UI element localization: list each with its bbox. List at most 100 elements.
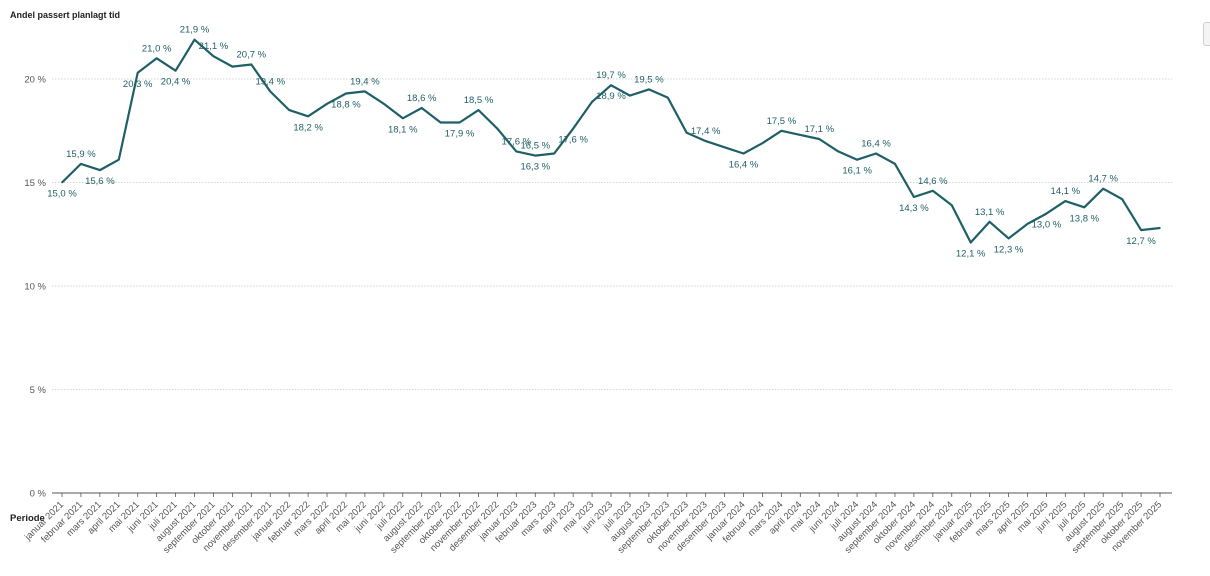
data-point (610, 84, 612, 87)
data-labels: 15,0 % 15,9 % 15,6 % 20,3 % 21,0 % 20,4 % 21,9… (47, 25, 1156, 260)
data-label: 12,1 % (956, 249, 986, 260)
data-point (780, 129, 783, 132)
data-label: 19,4 % (255, 76, 285, 87)
data-point (80, 163, 82, 165)
data-label: 19,7 % (596, 70, 626, 81)
data-label: 16,4 % (729, 160, 759, 171)
data-point (515, 150, 518, 153)
data-point (364, 90, 366, 93)
data-point (307, 115, 309, 118)
data-point (1045, 212, 1048, 215)
data-label: 18,5 % (464, 95, 494, 106)
data-label: 17,4 % (691, 126, 721, 137)
data-point (648, 88, 650, 91)
data-label: 18,8 % (331, 99, 361, 110)
data-point (685, 132, 688, 134)
data-label: 19,4 % (350, 76, 380, 87)
data-label: 16,4 % (861, 139, 891, 150)
gridlines (52, 78, 1172, 390)
data-label: 13,8 % (1069, 213, 1099, 224)
data-point (875, 152, 877, 155)
y-tick-label: 5 % (30, 385, 47, 396)
data-point (1026, 223, 1029, 225)
y-tick-label: 15 % (24, 178, 46, 189)
data-point (458, 121, 461, 124)
data-point (1102, 187, 1105, 190)
data-point (61, 181, 63, 184)
data-label: 16,3 % (520, 162, 550, 173)
data-label: 15,0 % (47, 189, 77, 200)
data-label: 14,1 % (1051, 186, 1081, 197)
data-label: 16,1 % (842, 166, 872, 177)
data-point (1159, 227, 1161, 229)
data-point (420, 107, 423, 109)
data-point (269, 90, 272, 93)
data-point (534, 154, 537, 157)
data-label: 17,6 % (502, 136, 532, 147)
data-points (61, 38, 1161, 244)
data-point (496, 127, 499, 130)
data-label: 18,9 % (596, 91, 626, 102)
data-point (231, 65, 234, 68)
data-point (193, 38, 196, 41)
data-label: 15,9 % (66, 149, 96, 160)
data-label: 20,3 % (123, 79, 153, 90)
y-axis-ticks: 0 % 5 % 10 % 15 % 20 % (24, 75, 46, 500)
scroll-handle[interactable] (1203, 22, 1210, 46)
data-point (629, 94, 631, 97)
data-point (704, 140, 707, 142)
data-point (950, 204, 953, 207)
data-point (988, 221, 991, 223)
data-point (666, 96, 669, 99)
x-axis-title: Periode (10, 513, 45, 524)
data-point (212, 55, 215, 58)
data-point (761, 142, 764, 144)
data-label: 21,0 % (142, 43, 172, 54)
y-tick-label: 20 % (24, 75, 46, 86)
data-label: 18,6 % (407, 93, 437, 104)
data-point (818, 138, 821, 140)
data-label: 21,1 % (199, 41, 229, 52)
data-label: 21,9 % (180, 25, 210, 36)
data-label: 15,6 % (85, 176, 115, 187)
data-label: 17,9 % (445, 128, 475, 139)
y-tick-label: 0 % (30, 489, 47, 500)
data-point (345, 92, 347, 95)
data-point (174, 69, 177, 72)
data-point (155, 57, 158, 60)
data-label: 17,5 % (767, 116, 797, 127)
data-label: 18,1 % (388, 124, 418, 135)
data-point (723, 146, 726, 149)
y-axis-title: Andel passert planlagt tid (10, 10, 120, 20)
data-point (1064, 200, 1067, 202)
data-point (572, 127, 574, 130)
data-label: 14,3 % (899, 203, 929, 214)
data-point (383, 103, 385, 105)
data-point (117, 158, 120, 161)
data-label: 13,1 % (975, 207, 1005, 218)
data-point (932, 189, 934, 192)
data-label: 20,4 % (161, 77, 191, 88)
data-point (837, 150, 839, 153)
data-point (1007, 237, 1010, 240)
data-point (913, 196, 915, 198)
data-point (856, 158, 858, 161)
data-label: 12,7 % (1126, 236, 1156, 247)
data-point (99, 169, 101, 171)
data-point (288, 109, 290, 111)
data-point (799, 134, 802, 136)
data-label: 14,6 % (918, 176, 948, 187)
data-point (894, 163, 896, 165)
data-label: 18,2 % (293, 122, 323, 133)
data-point (969, 241, 972, 244)
y-tick-label: 10 % (24, 282, 46, 293)
data-point (136, 71, 139, 74)
data-point (1140, 229, 1142, 231)
data-label: 16,5 % (520, 141, 550, 152)
data-label: 17,6 % (558, 135, 588, 146)
data-label: 14,7 % (1088, 174, 1118, 185)
data-point (401, 117, 404, 120)
data-label: 19,5 % (634, 74, 664, 85)
